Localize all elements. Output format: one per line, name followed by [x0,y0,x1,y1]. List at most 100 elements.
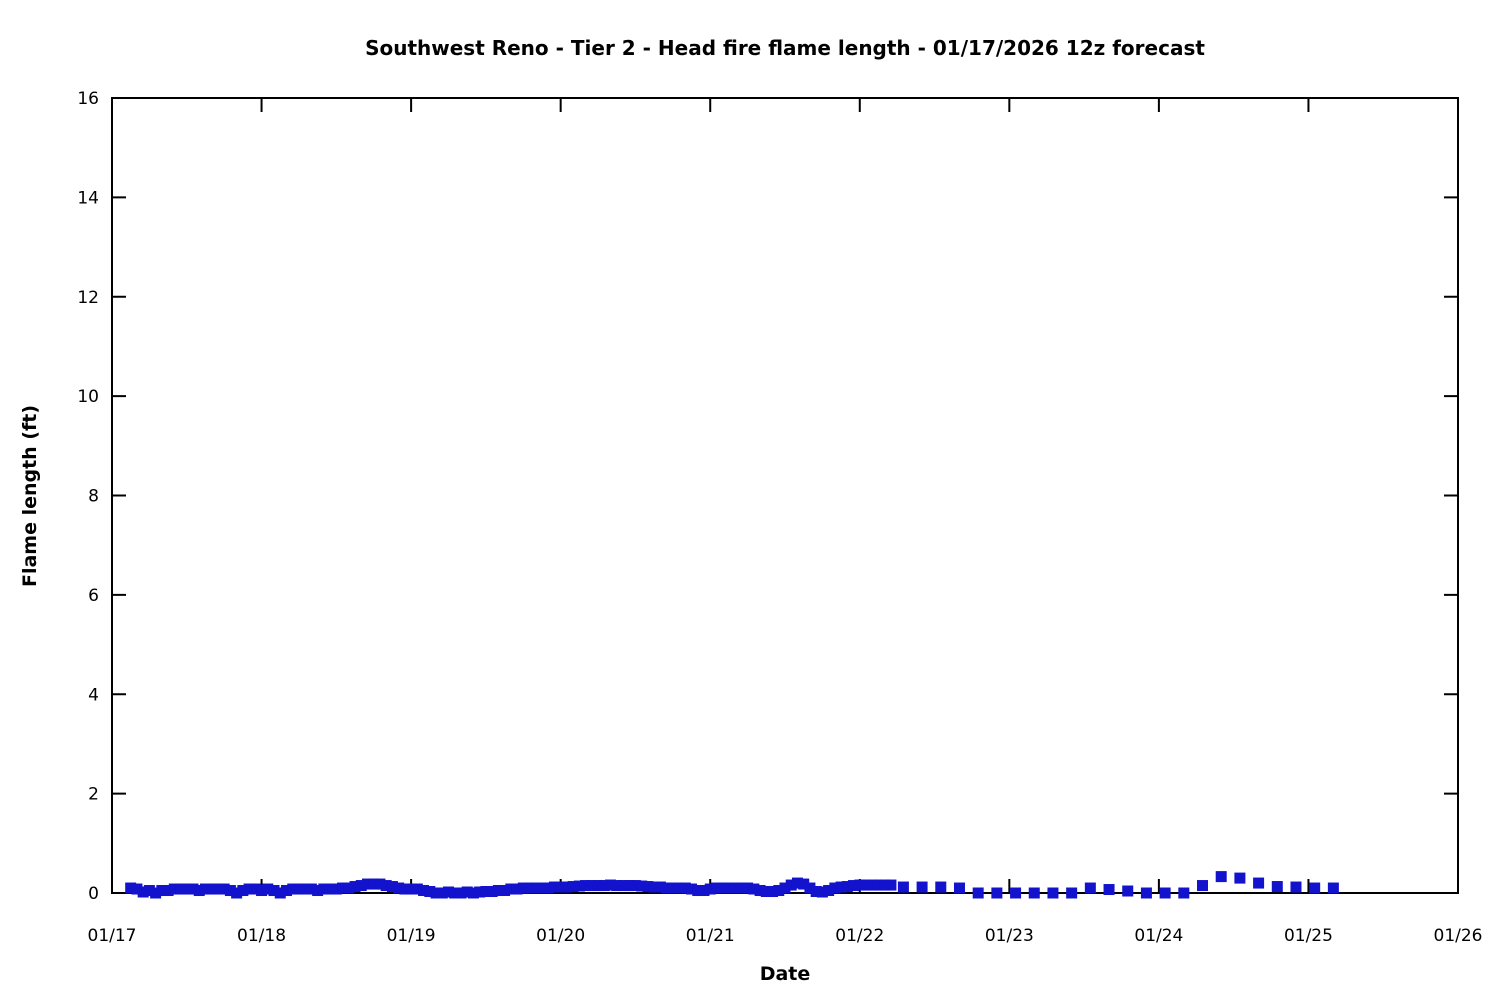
data-point [318,883,330,895]
data-point [125,882,137,894]
data-point [972,887,984,899]
data-point [524,882,536,894]
data-point [692,885,704,897]
data-point [430,887,442,899]
data-point [1084,882,1096,894]
x-tick-label: 01/20 [536,926,585,946]
data-point [374,878,386,890]
data-point [698,885,710,897]
data-point [268,885,280,897]
data-point [492,885,504,897]
data-point [897,881,909,893]
data-point [1271,881,1283,893]
data-point [299,883,311,895]
data-point [499,885,511,897]
data-point [287,883,299,895]
data-point [704,883,716,895]
data-point [823,885,835,897]
data-point [1103,884,1115,896]
data-point [436,887,448,899]
x-tick-label: 01/21 [686,926,735,946]
data-point [860,879,872,891]
data-point [748,883,760,895]
data-point [567,881,579,893]
data-point [617,880,629,892]
data-point [467,887,479,899]
data-point [411,883,423,895]
data-point [330,883,342,895]
data-point [187,883,199,895]
data-point [586,880,598,892]
data-point [785,879,797,891]
data-point [542,882,554,894]
data-point [561,881,573,893]
data-point [916,881,928,893]
data-point [405,883,417,895]
data-point [1253,877,1265,889]
data-point [754,885,766,897]
y-tick-label: 6 [88,586,99,606]
data-point [218,883,230,895]
y-tick-label: 4 [88,685,99,705]
data-point [536,882,548,894]
chart-title: Southwest Reno - Tier 2 - Head fire flam… [365,36,1205,60]
data-point [654,881,666,893]
data-point [474,886,486,898]
data-point [648,881,660,893]
y-tick-label: 8 [88,487,99,507]
data-point [199,883,211,895]
data-point [424,886,436,898]
data-point [629,880,641,892]
data-point [1047,887,1059,899]
data-point [361,878,373,890]
data-point [480,886,492,898]
data-point [399,883,411,895]
x-tick-label: 01/25 [1284,926,1333,946]
x-tick-label: 01/26 [1434,926,1483,946]
data-point [791,877,803,889]
data-point [642,881,654,893]
data-point [1290,881,1302,893]
data-point [636,880,648,892]
data-point [760,886,772,898]
data-point [461,886,473,898]
data-point [835,881,847,893]
data-point [486,886,498,898]
data-point [1066,887,1078,899]
data-point [729,882,741,894]
data-point [393,882,405,894]
data-point [162,885,174,897]
data-point [573,880,585,892]
data-point [181,883,193,895]
data-point [243,883,255,895]
data-point [530,882,542,894]
data-point [156,885,168,897]
data-point [1327,882,1339,894]
data-point [249,883,261,895]
data-point [1010,887,1022,899]
y-tick-label: 16 [77,89,99,109]
data-point [623,880,635,892]
y-tick-label: 12 [77,288,99,308]
data-point [224,885,236,897]
data-point [717,882,729,894]
data-point [1197,880,1209,892]
plot-border [111,97,1459,894]
data-point [991,887,1003,899]
data-point [193,885,205,897]
data-point [150,887,162,899]
data-point [175,883,187,895]
data-point [854,879,866,891]
x-tick-label: 01/18 [237,926,286,946]
data-point [324,883,336,895]
data-point [611,880,623,892]
data-point [710,882,722,894]
x-tick-label: 01/19 [387,926,436,946]
data-point [206,883,218,895]
data-point [237,885,249,897]
data-point [872,879,884,891]
data-point [511,883,523,895]
data-point [143,885,155,897]
x-tick-label: 01/24 [1134,926,1183,946]
